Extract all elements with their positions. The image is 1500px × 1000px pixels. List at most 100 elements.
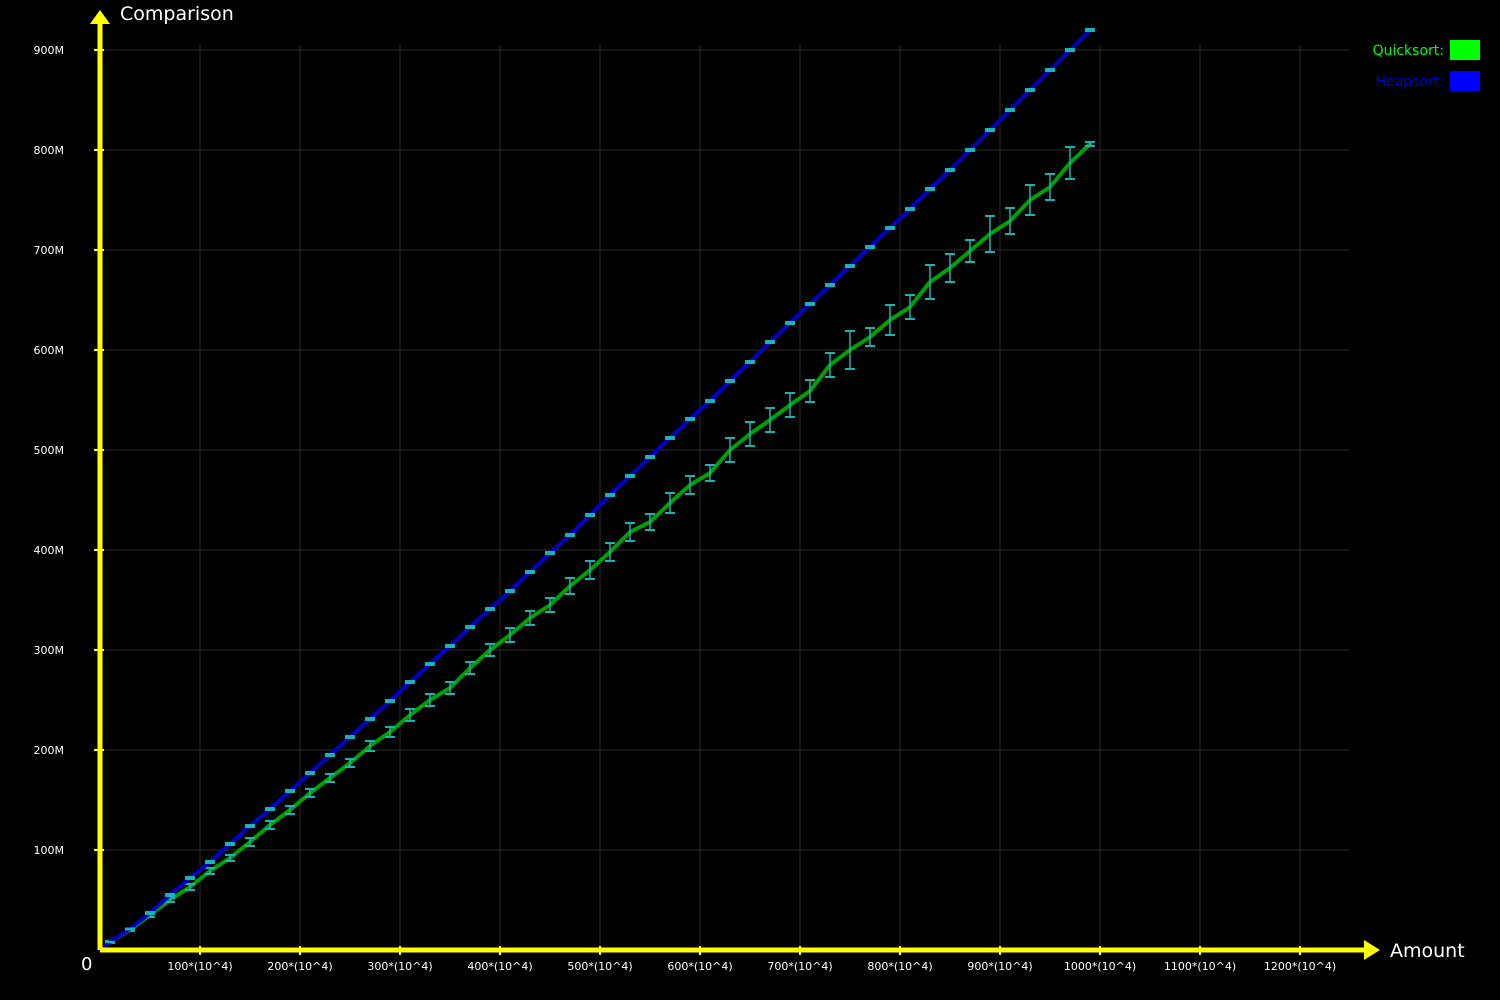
error-bar-quicksort-22 [525,610,535,626]
error-bar-quicksort-42 [925,264,935,300]
error-bar-heapsort-7 [225,842,235,846]
error-bar-quicksort-35 [785,392,795,418]
legend: Quicksort: Heapsort: [1373,40,1480,91]
y-tick-label-1: 200M [34,744,65,757]
error-bar-heapsort-44 [965,148,975,152]
y-tick-label-0: 100M [34,844,65,857]
error-bar-heapsort-28 [645,455,655,459]
x-tick-label-0: 100*(10^4) [167,960,232,973]
error-bar-quicksort-32 [725,437,735,463]
error-bar-quicksort-49 [1065,146,1075,180]
x-tick-label-11: 1200*(10^4) [1264,960,1336,973]
x-tick-label-10: 1100*(10^4) [1164,960,1236,973]
error-bar-heapsort-11 [305,771,315,775]
x-tick-label-9: 1000*(10^4) [1064,960,1136,973]
error-bar-quicksort-14 [365,740,375,752]
error-bar-heapsort-37 [825,283,835,287]
legend-swatch-quicksort [1450,40,1480,60]
error-bar-heapsort-9 [265,807,275,811]
x-tick-label-1: 200*(10^4) [267,960,332,973]
error-bar-heapsort-12 [325,753,335,757]
error-bar-heapsort-2 [125,927,135,931]
error-bar-quicksort-26 [605,542,615,562]
error-bar-quicksort-8 [245,837,255,847]
error-bar-quicksort-9 [265,820,275,830]
x-tick-label-5: 600*(10^4) [667,960,732,973]
error-bar-heapsort-46 [1005,108,1015,112]
error-bar-heapsort-45 [985,128,995,132]
error-bar-quicksort-34 [765,407,775,433]
error-bar-heapsort-43 [945,168,955,172]
error-bar-quicksort-18 [445,681,455,695]
error-bar-heapsort-21 [505,589,515,593]
error-bar-quicksort-10 [285,805,295,815]
x-tick-label-7: 800*(10^4) [867,960,932,973]
error-bar-quicksort-47 [1025,184,1035,216]
error-bar-heapsort-23 [545,551,555,555]
error-bar-heapsort-25 [585,513,595,517]
axes [90,10,1380,960]
error-bar-quicksort-33 [745,421,755,447]
error-bar-heapsort-5 [185,876,195,880]
error-bar-heapsort-18 [445,644,455,648]
x-tick-label-6: 700*(10^4) [767,960,832,973]
error-bar-heapsort-3 [145,911,155,915]
ticks: 100*(10^4) 200*(10^4) 300*(10^4) 400*(10^4)… [34,44,1337,973]
x-tick-label-4: 500*(10^4) [567,960,632,973]
series-layer [98,28,1095,952]
error-bar-quicksort-46 [1005,207,1015,235]
y-tick-label-7: 800M [34,144,65,157]
x-tick-label-8: 900*(10^4) [967,960,1032,973]
error-bar-quicksort-44 [965,239,975,263]
error-bar-quicksort-30 [685,475,695,495]
series-heapsort [98,28,1095,952]
error-bar-quicksort-50 [1085,141,1095,147]
error-bar-heapsort-32 [725,379,735,383]
error-bar-heapsort-17 [425,662,435,666]
error-bar-heapsort-47 [1025,88,1035,92]
error-bar-heapsort-10 [285,789,295,793]
error-bar-heapsort-24 [565,533,575,537]
legend-label-quicksort: Quicksort: [1373,43,1444,59]
error-bar-quicksort-38 [845,330,855,370]
error-bar-heapsort-42 [925,187,935,191]
error-bar-quicksort-48 [1045,173,1055,201]
error-bar-heapsort-39 [865,245,875,249]
error-bar-quicksort-23 [545,597,555,613]
error-bar-heapsort-4 [165,893,175,897]
grid [100,45,1350,950]
error-bar-quicksort-25 [585,560,595,580]
y-tick-label-2: 300M [34,644,65,657]
error-bar-heapsort-29 [665,436,675,440]
error-bar-quicksort-37 [825,352,835,378]
error-bar-heapsort-13 [345,735,355,739]
error-bar-heapsort-15 [385,699,395,703]
error-bar-quicksort-16 [405,708,415,722]
y-axis-title: Comparison [120,3,234,25]
error-bar-quicksort-27 [625,522,635,542]
error-bar-heapsort-19 [465,625,475,629]
error-bar-heapsort-35 [785,321,795,325]
error-bar-heapsort-40 [885,226,895,230]
error-bar-quicksort-24 [565,577,575,595]
error-bar-heapsort-34 [765,340,775,344]
origin-label: 0 [81,954,92,975]
error-bar-quicksort-40 [885,304,895,336]
error-bar-quicksort-15 [385,726,395,738]
error-bar-quicksort-43 [945,253,955,283]
y-axis-arrow [90,10,110,24]
error-bar-quicksort-28 [645,513,655,531]
error-bar-heapsort-27 [625,474,635,478]
error-bar-heapsort-48 [1045,68,1055,72]
error-bar-quicksort-36 [805,379,815,403]
legend-swatch-heapsort [1450,71,1480,91]
legend-label-heapsort: Heapsort: [1376,74,1444,90]
error-bar-quicksort-31 [705,464,715,482]
error-bar-quicksort-11 [305,788,315,798]
error-bar-quicksort-6 [205,867,215,875]
error-bar-quicksort-29 [665,492,675,514]
error-bar-heapsort-6 [205,860,215,864]
error-bar-quicksort-41 [905,294,915,320]
